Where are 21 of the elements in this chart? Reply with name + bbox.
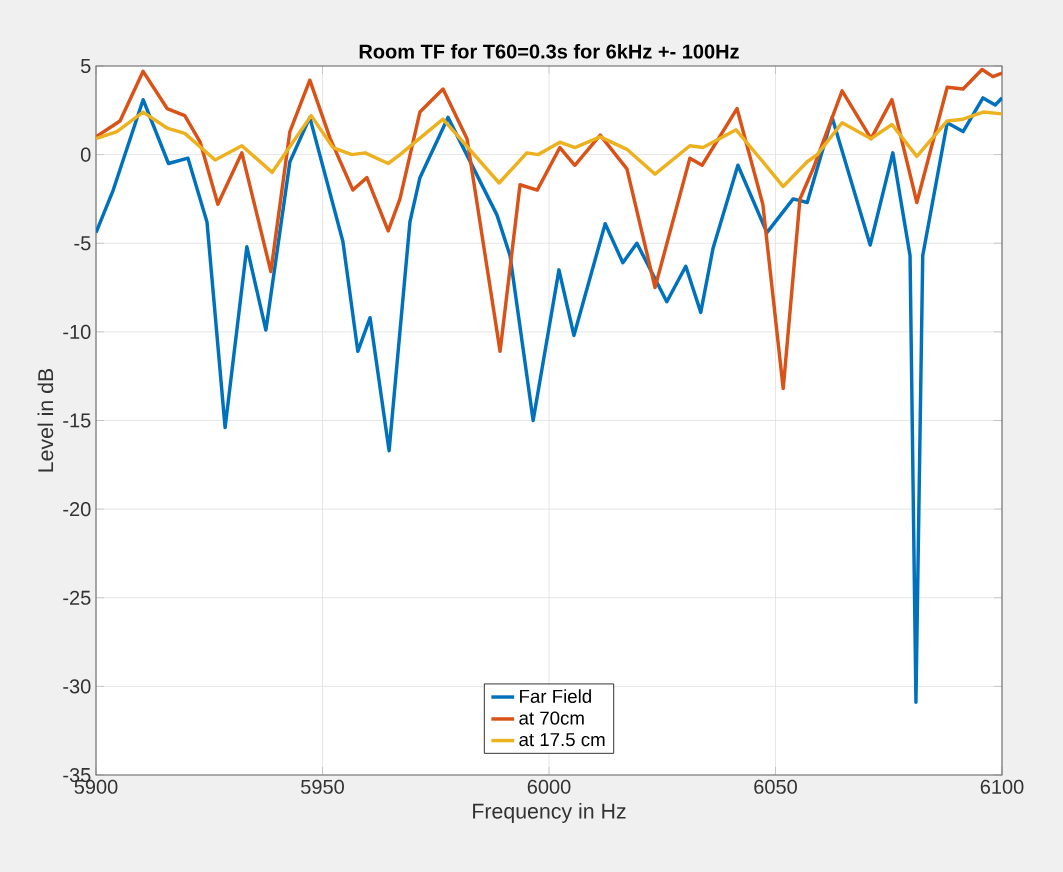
chart-title: Room TF for T60=0.3s for 6kHz +- 100Hz xyxy=(359,43,739,59)
line-series xyxy=(96,96,1003,705)
legend-label: at 70cm xyxy=(519,711,584,725)
y-axis-title: Level in dB xyxy=(37,368,54,472)
y-tick-label: -20 xyxy=(63,502,91,517)
y-tick-label: -25 xyxy=(63,590,91,605)
x-tick-label: 6100 xyxy=(980,779,1024,794)
y-tick-label: -10 xyxy=(63,324,91,339)
y-tick-label: 5 xyxy=(80,59,91,73)
x-tick-label: 5950 xyxy=(301,779,344,794)
y-tick-label: -30 xyxy=(63,679,91,694)
y-tick-label: 0 xyxy=(80,147,91,162)
x-axis-title: Frequency in Hz xyxy=(473,803,626,823)
line-series xyxy=(96,67,1003,391)
x-tick-label: 6050 xyxy=(754,779,797,794)
x-tick-label: 6000 xyxy=(527,779,571,794)
line-series xyxy=(96,110,1003,189)
legend-label: at 17.5 cm xyxy=(519,733,605,747)
y-tick-label: -5 xyxy=(74,236,91,251)
legend-label: Far Field xyxy=(520,689,591,703)
y-tick-label: -15 xyxy=(63,413,91,428)
